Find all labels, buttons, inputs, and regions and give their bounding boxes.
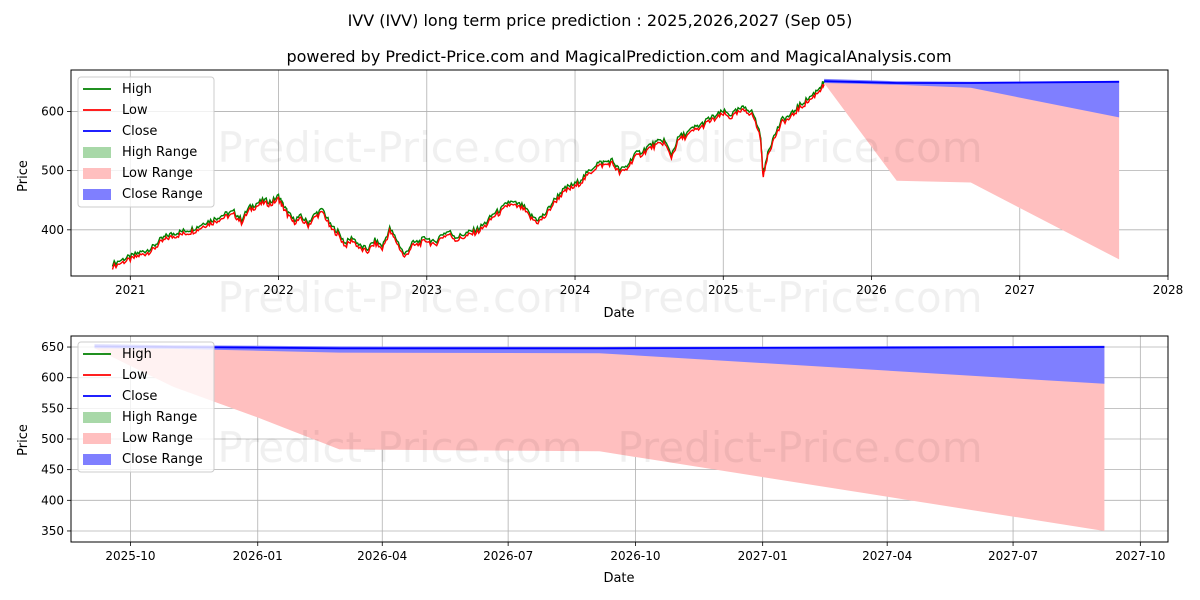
legend-label: Close	[122, 389, 157, 404]
x-tick-label: 2027-07	[988, 549, 1038, 563]
bottom-panel: Predict-Price.com Predict-Price.com 2025…	[16, 335, 1169, 586]
legend-label: High	[122, 82, 152, 97]
x-tick-label: 2021	[115, 283, 146, 297]
x-tick-label: 2026-07	[483, 549, 533, 563]
y-tick-label: 350	[41, 524, 64, 538]
top-panel: Predict-Price.com Predict-Price.com Pred…	[16, 69, 1183, 322]
x-tick-label: 2026-04	[357, 549, 407, 563]
legend-label: High Range	[122, 410, 197, 425]
top-y-axis-label: Price	[16, 160, 31, 192]
y-tick-label: 400	[41, 223, 64, 237]
top-forecast-fills	[824, 78, 1120, 260]
legend-label: Low	[122, 103, 148, 118]
watermark: Predict-Price.com	[617, 273, 982, 322]
bottom-legend: High Low Close High Range Low Range Close Ran…	[77, 341, 215, 473]
legend-label: Low Range	[122, 431, 193, 446]
x-tick-label: 2026-10	[610, 549, 660, 563]
x-tick-label: 2024	[560, 283, 591, 297]
bottom-y-axis-label: Price	[16, 424, 31, 456]
watermark: Predict-Price.com	[217, 273, 582, 322]
y-tick-label: 450	[41, 463, 64, 477]
bottom-ticks: 2025-10 2026-01 2026-04 2026-07 2026-10 2027-…	[41, 340, 1165, 563]
y-tick-label: 650	[41, 340, 64, 354]
top-x-axis-label: Date	[603, 306, 634, 321]
close-range-area	[824, 78, 1120, 118]
y-tick-label: 500	[41, 164, 64, 178]
legend-high-range-swatch	[83, 147, 111, 158]
x-tick-label: 2027	[1004, 283, 1035, 297]
x-tick-label: 2022	[263, 283, 294, 297]
top-legend: High Low Close High Range Low Range Close Ran…	[77, 76, 215, 208]
bottom-forecast-fills	[94, 344, 1105, 531]
y-tick-label: 500	[41, 432, 64, 446]
y-tick-label: 550	[41, 401, 64, 415]
legend-close-range-swatch	[83, 189, 111, 200]
low-range-area	[94, 346, 1105, 531]
close-line	[824, 80, 1120, 84]
x-tick-label: 2026-01	[233, 549, 283, 563]
watermark: Predict-Price.com	[617, 423, 982, 472]
chart-subtitle: powered by Predict-Price.com and Magical…	[286, 47, 951, 66]
legend-low-range-swatch	[83, 168, 111, 179]
bottom-x-axis-label: Date	[603, 571, 634, 586]
watermark: Predict-Price.com	[217, 123, 582, 172]
legend-box	[77, 76, 215, 208]
top-ticks: 2021 2022 2023 2024 2025 2026 2027 2028 400 500 60…	[41, 104, 1183, 297]
x-tick-label: 2027-01	[738, 549, 788, 563]
legend-label: Close Range	[122, 452, 203, 467]
close-range-area	[94, 344, 1105, 384]
legend-label: Low	[122, 368, 148, 383]
legend-high-range-swatch	[83, 412, 111, 423]
y-tick-label: 600	[41, 371, 64, 385]
legend-low-range-swatch	[83, 433, 111, 444]
legend-label: Close	[122, 124, 157, 139]
legend-label: High Range	[122, 145, 197, 160]
x-tick-label: 2027-10	[1115, 549, 1165, 563]
y-tick-label: 600	[41, 104, 64, 118]
watermark: Predict-Price.com	[617, 123, 982, 172]
high-line	[111, 81, 825, 267]
y-tick-label: 400	[41, 493, 64, 507]
low-line	[111, 83, 825, 270]
watermark: Predict-Price.com	[217, 423, 582, 472]
x-tick-label: 2028	[1153, 283, 1184, 297]
chart-title: IVV (IVV) long term price prediction : 2…	[348, 11, 853, 30]
legend-box	[77, 341, 215, 473]
legend-close-range-swatch	[83, 454, 111, 465]
x-tick-label: 2025	[708, 283, 739, 297]
top-axes-frame	[70, 69, 1169, 277]
x-tick-label: 2025-10	[105, 549, 155, 563]
legend-label: Close Range	[122, 187, 203, 202]
low-range-area	[824, 81, 1120, 260]
x-tick-label: 2027-04	[862, 549, 912, 563]
x-tick-label: 2026	[856, 283, 887, 297]
x-tick-label: 2023	[412, 283, 443, 297]
legend-label: High	[122, 347, 152, 362]
top-series-lines	[111, 80, 1120, 270]
legend-label: Low Range	[122, 166, 193, 181]
